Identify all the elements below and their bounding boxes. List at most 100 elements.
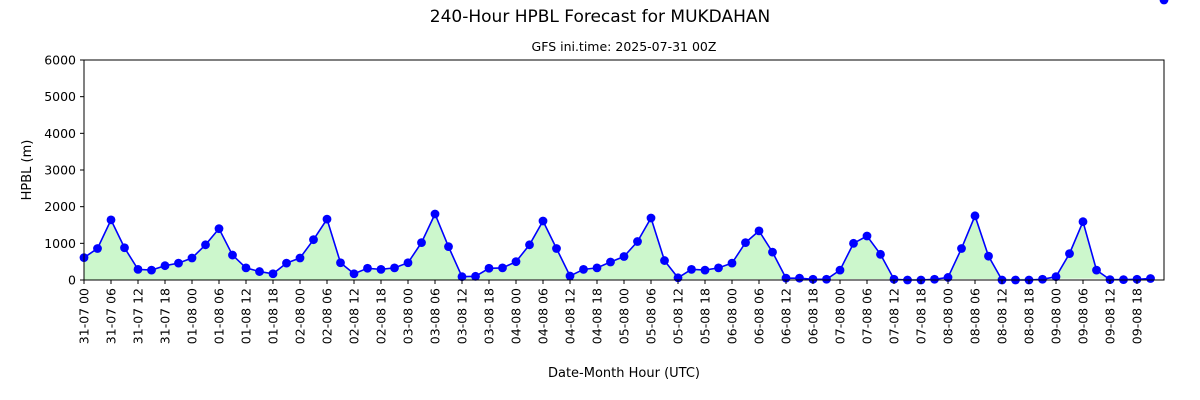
data-point — [498, 263, 507, 273]
x-tick-label: 09-08 12 — [1103, 288, 1118, 344]
data-point — [1038, 274, 1047, 284]
data-point — [228, 250, 237, 260]
x-tick-label: 06-08 12 — [779, 288, 794, 344]
x-tick-label: 02-08 00 — [293, 288, 308, 344]
data-point — [309, 235, 318, 245]
data-point — [835, 265, 845, 275]
data-point — [849, 238, 858, 248]
data-point — [484, 263, 494, 273]
x-tick-label: 03-08 12 — [455, 288, 470, 344]
data-point — [579, 264, 588, 274]
plot-area: 0 1000 2000 3000 4000 5000 6000 31-07 00 31-07 0… — [44, 0, 1169, 344]
x-tick-label: 08-08 12 — [995, 288, 1010, 344]
x-tick-label: 07-08 06 — [860, 288, 875, 344]
data-point — [1051, 272, 1061, 282]
data-point — [444, 242, 453, 252]
data-point — [363, 263, 372, 273]
x-tick-label: 07-08 00 — [833, 288, 848, 344]
data-point — [808, 274, 818, 284]
x-tick-label: 05-08 06 — [644, 288, 659, 344]
data-point — [754, 226, 764, 236]
data-point — [133, 264, 143, 274]
x-tick-label: 06-08 18 — [806, 288, 821, 344]
y-tick-label: 0 — [68, 273, 76, 288]
x-tick-label: 02-08 18 — [374, 288, 389, 344]
data-point — [241, 263, 251, 273]
data-point — [322, 214, 332, 224]
data-point — [619, 252, 629, 261]
data-point — [201, 240, 210, 250]
data-point — [147, 265, 156, 275]
data-point — [1159, 0, 1169, 5]
x-tick-label: 01-08 12 — [239, 288, 254, 344]
data-point — [282, 258, 291, 268]
y-tick-label: 1000 — [44, 236, 76, 251]
data-point — [538, 216, 548, 226]
axes-frame — [83, 59, 1165, 281]
x-tick-label: 07-08 12 — [887, 288, 902, 344]
x-tick-label: 04-08 00 — [509, 288, 524, 344]
x-tick-label: 08-08 18 — [1022, 288, 1037, 344]
x-tick-label: 02-08 12 — [347, 288, 362, 344]
data-point — [700, 265, 710, 275]
x-tick-label: 07-08 18 — [914, 288, 929, 344]
data-point — [390, 263, 399, 273]
data-point — [160, 261, 170, 271]
data-point — [660, 256, 669, 265]
x-tick-label: 08-08 06 — [968, 288, 983, 344]
data-point — [862, 231, 872, 241]
area-fill — [84, 214, 1151, 280]
data-point — [687, 264, 696, 274]
data-point — [511, 257, 521, 267]
x-tick-label: 31-07 06 — [104, 288, 119, 344]
data-point — [889, 274, 899, 284]
x-tick-label: 04-08 12 — [563, 288, 578, 344]
x-tick-label: 06-08 00 — [725, 288, 740, 344]
x-tick-label: 06-08 06 — [752, 288, 767, 344]
data-point — [1065, 249, 1074, 258]
data-point — [795, 273, 804, 283]
x-tick-label: 03-08 00 — [401, 288, 416, 344]
data-point — [565, 271, 575, 281]
x-tick-label: 08-08 00 — [941, 288, 956, 344]
data-point — [592, 263, 602, 273]
x-tick-label: 03-08 06 — [428, 288, 443, 344]
x-tick-label: 31-07 12 — [131, 288, 146, 344]
x-tick-label: 04-08 06 — [536, 288, 551, 344]
y-tick-label: 3000 — [44, 163, 76, 178]
y-tick-label: 6000 — [44, 53, 76, 68]
data-point — [1132, 274, 1142, 284]
data-point — [727, 258, 737, 268]
chart-subtitle: GFS ini.time: 2025-07-31 00Z — [532, 39, 717, 54]
y-tick-label: 5000 — [44, 89, 76, 104]
data-point — [633, 237, 642, 246]
x-tick-label: 09-08 00 — [1049, 288, 1064, 344]
data-point — [768, 247, 777, 257]
data-point — [255, 267, 264, 276]
x-tick-label: 31-07 00 — [77, 288, 92, 344]
data-point — [430, 209, 440, 219]
x-tick-label: 01-08 00 — [185, 288, 200, 344]
data-point — [376, 264, 386, 274]
x-tick-label: 03-08 18 — [482, 288, 497, 344]
data-point — [120, 243, 129, 253]
data-point — [552, 244, 561, 253]
x-tick-label: 02-08 06 — [320, 288, 335, 344]
chart-title: 240-Hour HPBL Forecast for MUKDAHAN — [430, 7, 770, 27]
data-point — [1146, 274, 1155, 283]
x-tick-label: 09-08 06 — [1076, 288, 1091, 344]
data-point — [187, 253, 197, 263]
x-axis-label: Date-Month Hour (UTC) — [548, 366, 700, 381]
data-point — [957, 244, 966, 253]
data-point — [606, 257, 615, 267]
data-point — [403, 258, 413, 268]
data-point — [93, 244, 102, 253]
data-point — [214, 224, 224, 234]
data-point — [268, 269, 278, 279]
x-tick-label: 09-08 18 — [1130, 288, 1145, 344]
x-tick-label: 05-08 12 — [671, 288, 686, 344]
data-point — [822, 274, 831, 284]
data-point — [525, 240, 534, 250]
data-point — [471, 271, 480, 281]
data-point — [1092, 265, 1101, 275]
